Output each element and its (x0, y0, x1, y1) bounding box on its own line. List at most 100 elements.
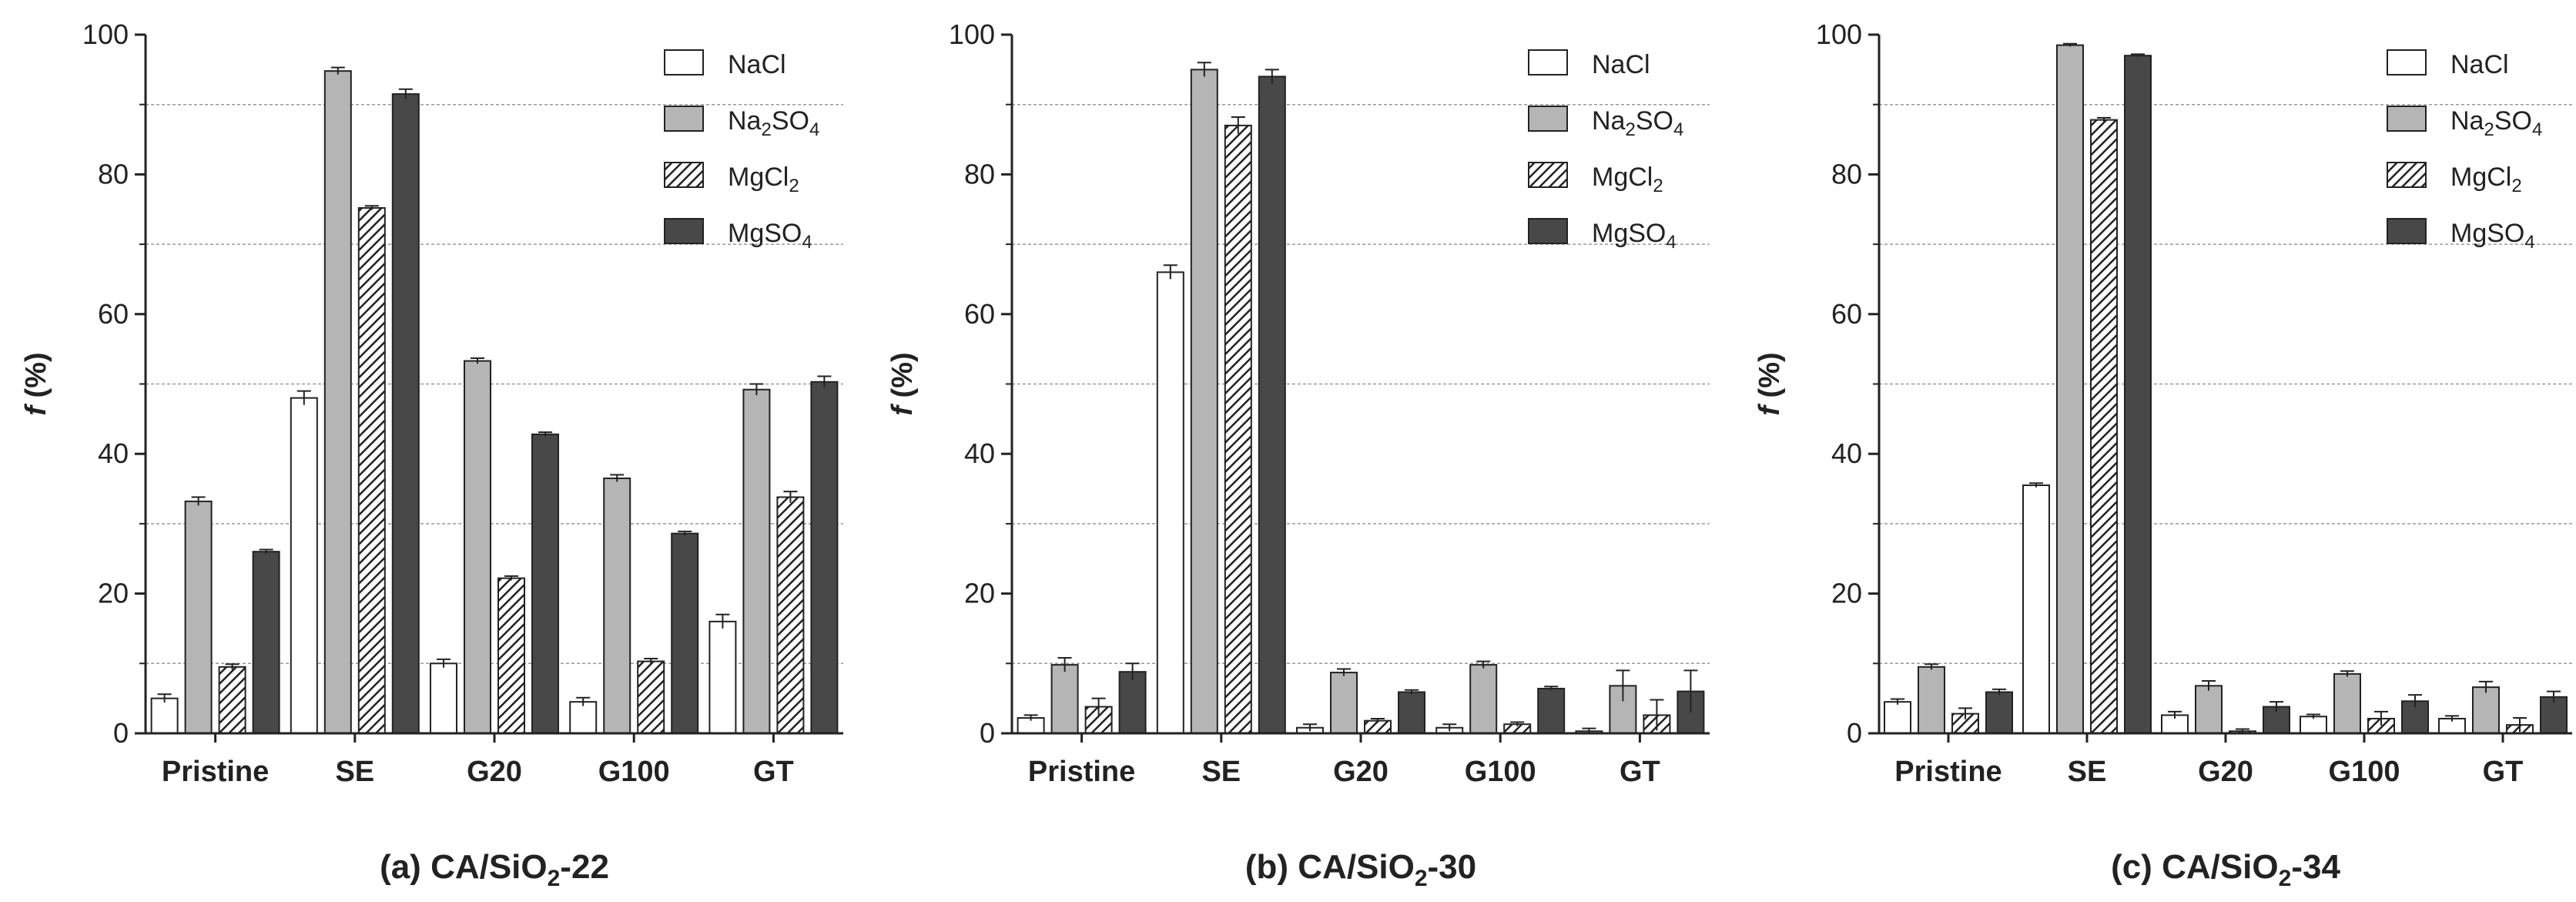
caption-subscript: 2 (548, 866, 561, 891)
y-tick-label: 80 (1831, 158, 1862, 189)
legend-swatch-mgcl2 (1528, 162, 1568, 188)
legend-label-na2so4: Na2SO4 (1592, 106, 1683, 140)
legend-label-nacl: NaCl (2450, 50, 2509, 79)
x-tick-label-pristine: Pristine (1894, 756, 2002, 788)
bar-nacl-g20 (430, 662, 457, 734)
legend-label-mgso4: MgSO4 (1592, 219, 1677, 253)
bar-nacl-pristine (1884, 701, 1911, 734)
bar-mgcl2-gt (776, 496, 805, 735)
bar-mgso4-se (1258, 75, 1286, 735)
y-tick-label: 0 (1847, 717, 1862, 749)
x-tick-label-g100: G100 (598, 756, 670, 788)
bar-nacl-se (2022, 485, 2050, 734)
legend-label-na2so4: Na2SO4 (2450, 106, 2542, 140)
x-tick-label-g20: G20 (467, 756, 522, 788)
panel-caption-c: (c) CA/SiO2-34 (2111, 848, 2340, 891)
bar-mgso4-g100 (671, 532, 699, 735)
legend-subscript: 4 (1673, 119, 1683, 140)
legend-text: MgCl (1592, 163, 1653, 192)
bar-mgcl2-se (357, 206, 386, 735)
y-axis-label: f (%) (886, 352, 919, 415)
bar-mgso4-pristine (252, 551, 280, 734)
legend-text: MgSO (728, 219, 802, 248)
x-tick-label-g100: G100 (1465, 756, 1536, 788)
chart-panel-b: 0 20 40 60 80 100 Pristine SE G20 G100 GT f (%) NaCl… (886, 18, 1710, 891)
x-tick-label-g20: G20 (2198, 756, 2253, 788)
y-tick-label: 20 (964, 578, 995, 609)
bar-mgcl2-se (2090, 119, 2118, 735)
panel-caption-a: (a) CA/SiO2-22 (380, 848, 609, 891)
legend-swatch-na2so4 (1528, 106, 1568, 132)
caption-subscript: 2 (2279, 866, 2292, 891)
y-tick-label: 20 (1831, 578, 1862, 609)
legend-subscript: 4 (1666, 232, 1676, 253)
bar-mgso4-g100 (1537, 687, 1566, 735)
legend-text: Na (2450, 106, 2484, 136)
bar-na2so4-g100 (603, 477, 631, 734)
caption-text: (b) CA/SiO (1245, 848, 1415, 886)
y-tick-label: 20 (98, 578, 129, 609)
legend-swatch-mgcl2 (664, 162, 704, 188)
legend-subscript: 2 (2484, 119, 2494, 140)
x-tick-label-se: SE (1201, 756, 1241, 788)
y-tick-label: 40 (98, 438, 129, 469)
legend-text: MgSO (2450, 219, 2524, 248)
legend-text: NaCl (1592, 50, 1650, 79)
y-axis-label-symbol: f (886, 404, 919, 416)
y-tick-label: 100 (82, 18, 129, 50)
bar-mgcl2-g20 (497, 577, 525, 734)
y-axis-label-unit: (%) (20, 352, 52, 406)
bar-mgcl2-g100 (637, 660, 665, 734)
bar-na2so4-se (2056, 44, 2084, 735)
bar-na2so4-g100 (2333, 672, 2361, 735)
bar-na2so4-g20 (464, 360, 491, 734)
x-tick-label-se: SE (335, 756, 374, 788)
bar-nacl-se (290, 397, 318, 734)
bar-na2so4-pristine (184, 500, 213, 734)
bar-na2so4-g20 (2195, 685, 2223, 734)
y-axis-label: f (%) (20, 352, 52, 415)
bar-na2so4-g20 (1330, 672, 1358, 734)
legend-label-nacl: NaCl (1592, 50, 1650, 79)
legend-text: MgCl (2450, 163, 2511, 192)
legend-subscript: 2 (1625, 119, 1635, 140)
caption-text: (c) CA/SiO (2111, 848, 2279, 886)
legend-subscript: 4 (2524, 232, 2534, 253)
y-tick-label: 40 (964, 438, 995, 469)
y-tick-label: 60 (964, 298, 995, 330)
y-axis-label-symbol: f (1754, 404, 1786, 416)
bar-nacl-g100 (2300, 716, 2327, 734)
legend-swatch-nacl (664, 49, 704, 75)
chart-panel-c: 0 20 40 60 80 100 Pristine SE G20 G100 GT f (%) NaCl… (1754, 18, 2572, 891)
y-axis-label-symbol: f (20, 404, 52, 416)
legend-swatch-mgcl2 (2387, 162, 2427, 188)
legend-text: NaCl (728, 50, 786, 79)
caption-suffix: -34 (2291, 848, 2340, 886)
y-axis-label-unit: (%) (886, 352, 919, 406)
bar-na2so4-gt (742, 388, 771, 734)
caption-suffix: -22 (560, 848, 609, 886)
legend-text: NaCl (2450, 50, 2509, 79)
legend-text: SO (772, 106, 809, 136)
bar-nacl-se (1156, 271, 1184, 734)
bar-mgso4-se (391, 93, 420, 735)
bar-mgso4-pristine (1985, 691, 2013, 734)
bar-na2so4-pristine (1050, 664, 1079, 735)
bar-nacl-pristine (150, 697, 179, 735)
legend-text: Na (728, 106, 762, 136)
legend-swatch-mgso4 (664, 218, 704, 244)
legend-swatch-na2so4 (2387, 106, 2427, 132)
bar-mgcl2-se (1224, 124, 1252, 735)
legend-label-na2so4: Na2SO4 (728, 106, 819, 140)
legend-swatch-mgso4 (2387, 218, 2427, 244)
legend-label-mgso4: MgSO4 (2450, 219, 2535, 253)
bar-na2so4-se (323, 70, 352, 734)
x-tick-label-gt: GT (753, 756, 794, 788)
bar-nacl-gt (708, 620, 737, 734)
bar-nacl-g100 (569, 701, 598, 734)
legend-swatch-nacl (1528, 49, 1568, 75)
x-tick-label-gt: GT (1620, 756, 1660, 788)
caption-text: (a) CA/SiO (380, 848, 548, 886)
x-tick-label-g20: G20 (1333, 756, 1388, 788)
